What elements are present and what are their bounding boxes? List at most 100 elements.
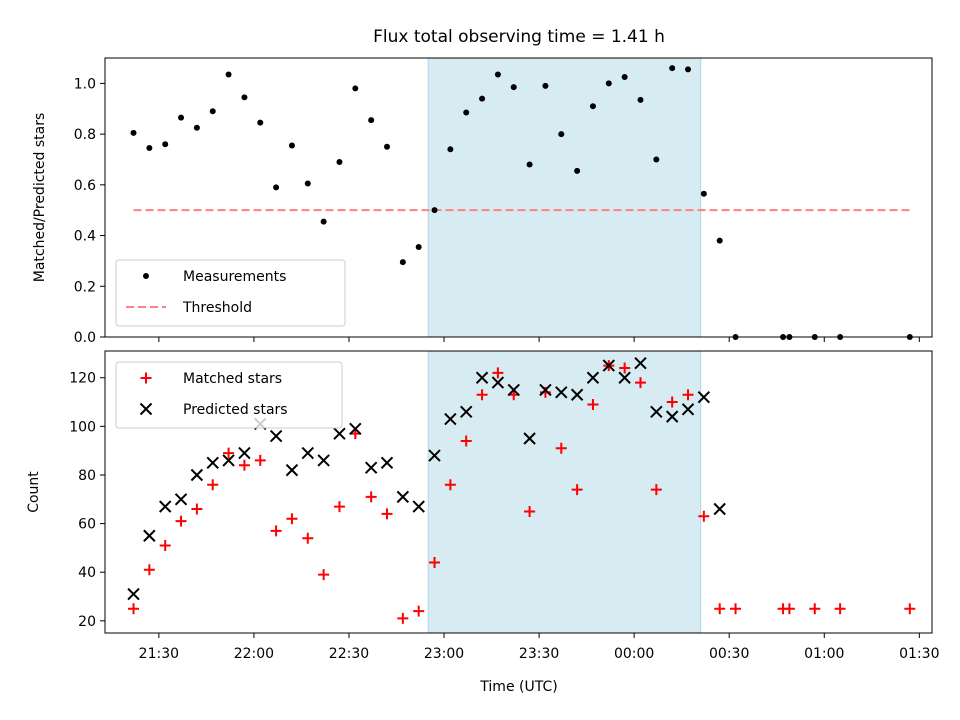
y-tick-label: 80 bbox=[78, 468, 96, 484]
x-tick-label: 01:30 bbox=[899, 646, 939, 662]
y-tick-label: 0.6 bbox=[74, 178, 96, 194]
shaded-region bbox=[428, 351, 701, 633]
matched-stars-point bbox=[619, 362, 631, 374]
y-tick-label: 100 bbox=[69, 419, 96, 435]
measurement-point bbox=[526, 161, 533, 168]
x-tick-label: 00:00 bbox=[614, 646, 654, 662]
measurement-point bbox=[368, 117, 375, 124]
x-tick-label: 00:30 bbox=[709, 646, 749, 662]
predicted-stars-point bbox=[555, 386, 568, 399]
measurement-point bbox=[352, 85, 359, 92]
chart-title: Flux total observing time = 1.41 h bbox=[373, 27, 665, 47]
y-axis-label: Matched/Predicted stars bbox=[32, 113, 48, 283]
matched-stars-point bbox=[175, 515, 187, 527]
legend: Measurements Threshold bbox=[115, 259, 346, 327]
predicted-stars-point bbox=[713, 502, 726, 516]
ratio-panel: 0.0 0.2 0.4 0.6 0.8 1.0 Matched/Predicted star… bbox=[32, 57, 933, 346]
plot-frame bbox=[104, 57, 933, 338]
matched-stars-point bbox=[698, 510, 710, 522]
measurement-point bbox=[447, 146, 454, 153]
measurement-point bbox=[558, 131, 565, 138]
matched-stars-point bbox=[666, 396, 678, 408]
matched-stars-point bbox=[143, 564, 155, 576]
predicted-stars-point bbox=[285, 463, 299, 477]
matched-stars-point bbox=[460, 435, 472, 447]
matched-stars-point bbox=[318, 569, 330, 581]
matched-stars-point bbox=[413, 605, 425, 617]
x-tick-label: 23:30 bbox=[519, 646, 559, 662]
measurement-point bbox=[399, 259, 406, 266]
matched-stars-point bbox=[634, 377, 646, 389]
measurement-point bbox=[653, 156, 660, 163]
measurement-point bbox=[415, 243, 422, 250]
predicted-stars-point bbox=[665, 410, 679, 423]
count-panel: 20 40 60 80 100 120 21:30 22:00 22:30 23:00 23:30 0… bbox=[26, 350, 940, 662]
measurement-point bbox=[209, 108, 216, 115]
measurement-point bbox=[320, 218, 327, 225]
measurement-point bbox=[716, 237, 723, 244]
y-tick-label: 120 bbox=[69, 371, 96, 387]
predicted-stars-point bbox=[491, 376, 505, 389]
y-tick-label: 1.0 bbox=[74, 76, 96, 92]
matched-stars-point bbox=[286, 513, 298, 525]
predicted-stars-point bbox=[697, 390, 711, 404]
predicted-stars-point bbox=[143, 529, 156, 542]
matched-stars-point bbox=[555, 442, 567, 454]
measurement-point bbox=[193, 124, 200, 131]
measurement-point bbox=[431, 207, 438, 214]
matched-stars-point bbox=[238, 459, 250, 471]
measurement-point bbox=[146, 145, 153, 152]
matched-stars-point bbox=[650, 484, 662, 496]
x-tick-label: 01:00 bbox=[804, 646, 844, 662]
predicted-stars-point bbox=[475, 371, 489, 384]
predicted-stars-point bbox=[650, 405, 663, 418]
matched-stars-point bbox=[476, 389, 488, 401]
predicted-stars-point bbox=[190, 468, 204, 482]
predicted-stars-point bbox=[412, 500, 425, 513]
y-tick-label: 0.2 bbox=[74, 279, 96, 295]
legend-marker-measurements bbox=[143, 273, 149, 279]
matched-stars-point bbox=[444, 479, 456, 491]
predicted-stars-point bbox=[586, 371, 600, 384]
y-tick-label: 40 bbox=[78, 565, 96, 581]
matched-stars-point bbox=[904, 603, 916, 615]
predicted-stars-point bbox=[222, 454, 235, 467]
predicted-stars-point bbox=[127, 587, 140, 601]
y-tick-label: 60 bbox=[78, 517, 96, 533]
legend-label: Matched stars bbox=[183, 371, 282, 387]
legend-label: Threshold bbox=[182, 300, 252, 316]
matched-stars-point bbox=[159, 539, 171, 551]
legend-box bbox=[115, 361, 343, 429]
plot-frame bbox=[104, 350, 933, 634]
legend-box bbox=[115, 259, 346, 327]
matched-stars-point bbox=[429, 557, 441, 568]
matched-stars-point bbox=[191, 503, 203, 515]
measurement-point bbox=[273, 184, 280, 191]
measurement-point bbox=[637, 96, 644, 103]
matched-stars-point bbox=[207, 479, 219, 491]
y-tick-label: 0.0 bbox=[74, 330, 96, 346]
predicted-stars-point bbox=[444, 412, 457, 426]
matched-stars-point bbox=[397, 612, 409, 624]
measurement-point bbox=[542, 82, 549, 89]
y-tick-label: 0.4 bbox=[74, 229, 96, 245]
x-tick-label: 21:30 bbox=[139, 646, 179, 662]
x-tick-label: 23:00 bbox=[424, 646, 464, 662]
legend-marker-matched bbox=[140, 372, 152, 384]
matched-stars-point bbox=[223, 447, 235, 459]
measurement-point bbox=[162, 141, 169, 148]
measurement-point bbox=[589, 103, 596, 110]
predicted-stars-point bbox=[333, 427, 346, 440]
predicted-stars-point bbox=[364, 461, 378, 474]
predicted-stars-point bbox=[602, 359, 616, 372]
measurement-point bbox=[479, 95, 486, 102]
x-tick-label: 22:00 bbox=[234, 646, 274, 662]
matched-stars-point bbox=[682, 389, 694, 401]
x-tick-label: 22:30 bbox=[329, 646, 369, 662]
predicted-stars-point bbox=[618, 371, 631, 384]
shaded-region bbox=[428, 58, 701, 337]
measurement-point bbox=[621, 74, 628, 81]
predicted-stars-point bbox=[269, 429, 283, 443]
y-tick-label: 20 bbox=[78, 614, 96, 630]
